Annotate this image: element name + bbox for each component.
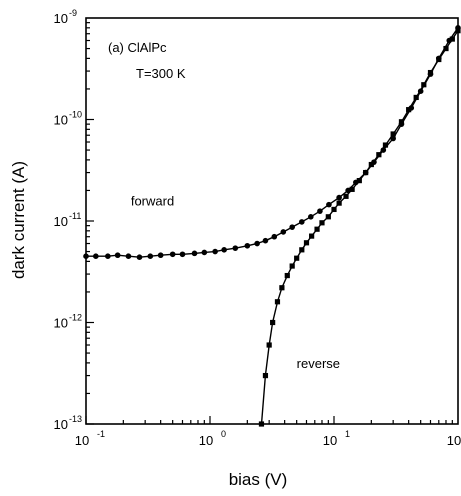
- data-point-reverse: [294, 255, 300, 261]
- series-line-reverse: [260, 30, 459, 425]
- data-point-reverse: [382, 142, 389, 148]
- data-point-forward: [93, 253, 99, 259]
- data-point-forward: [201, 249, 208, 256]
- data-point-reverse: [284, 272, 290, 279]
- data-point-reverse: [443, 45, 449, 52]
- series-line-forward: [86, 27, 459, 258]
- data-point-reverse: [349, 186, 355, 192]
- x-tick-label: 10: [75, 433, 89, 448]
- data-point-reverse: [299, 247, 305, 253]
- data-point-reverse: [413, 94, 419, 101]
- data-point-reverse: [258, 421, 265, 427]
- x-tick-label: 10: [447, 433, 461, 448]
- data-point-forward: [262, 237, 269, 244]
- data-point-reverse: [274, 299, 281, 305]
- data-point-reverse: [266, 342, 272, 348]
- axis-ticks: [85, 22, 453, 425]
- data-point-reverse: [427, 69, 434, 76]
- data-point-reverse: [449, 36, 455, 42]
- annotation-sample: (a) ClAlPc: [108, 40, 167, 55]
- data-point-reverse: [314, 226, 320, 232]
- data-point-forward: [336, 194, 342, 201]
- data-point-forward: [105, 253, 111, 259]
- data-point-forward: [83, 253, 89, 259]
- data-point-reverse: [363, 169, 369, 176]
- series-label-reverse: reverse: [297, 356, 340, 371]
- data-point-reverse: [262, 372, 269, 379]
- data-point-forward: [191, 250, 198, 257]
- data-point-reverse: [331, 206, 337, 213]
- series-layer: [83, 25, 461, 427]
- data-point-forward: [232, 245, 239, 251]
- data-point-reverse: [325, 214, 331, 220]
- data-point-reverse: [343, 193, 349, 199]
- data-point-forward: [114, 252, 121, 259]
- data-point-reverse: [270, 319, 276, 326]
- data-point-reverse: [421, 82, 427, 88]
- y-tick-label: 10: [54, 417, 68, 432]
- y-tick-label-exponent: -9: [69, 8, 77, 18]
- y-tick-label-exponent: -11: [69, 211, 81, 221]
- x-tick-label-exponent: 0: [221, 429, 226, 439]
- data-point-reverse: [289, 263, 295, 269]
- y-tick-label-exponent: -12: [69, 313, 82, 323]
- x-tick-label: 10: [199, 433, 213, 448]
- data-point-forward: [317, 208, 323, 214]
- y-tick-label: 10: [54, 214, 68, 229]
- series-forward: [83, 25, 461, 260]
- data-point-reverse: [319, 220, 325, 226]
- data-point-reverse: [406, 107, 412, 113]
- data-point-reverse: [398, 119, 405, 125]
- x-tick-label: 10: [323, 433, 337, 448]
- annotation-temperature: T=300 K: [136, 66, 186, 81]
- y-axis-title: dark current (A): [9, 161, 28, 279]
- data-point-forward: [326, 201, 332, 208]
- data-point-forward: [179, 251, 186, 258]
- data-point-reverse: [436, 56, 442, 63]
- series-reverse: [258, 28, 461, 427]
- y-tick-label: 10: [54, 113, 68, 128]
- data-point-reverse: [336, 200, 342, 206]
- data-point-reverse: [279, 285, 285, 291]
- data-point-reverse: [390, 131, 396, 137]
- data-point-reverse: [303, 240, 310, 246]
- y-tick-label: 10: [54, 316, 68, 331]
- data-point-forward: [271, 233, 278, 240]
- y-tick-label: 10: [54, 11, 68, 26]
- data-point-reverse: [455, 28, 461, 34]
- y-tick-label-exponent: -10: [69, 110, 82, 120]
- x-tick-label-exponent: -1: [97, 429, 105, 439]
- data-point-forward: [147, 253, 154, 259]
- data-point-forward: [254, 240, 260, 247]
- data-point-forward: [212, 248, 218, 255]
- series-label-forward: forward: [131, 193, 174, 208]
- data-point-reverse: [309, 233, 315, 239]
- data-point-forward: [289, 224, 295, 230]
- data-point-forward: [169, 251, 176, 258]
- data-point-forward: [221, 247, 227, 253]
- x-tick-label-exponent: 1: [345, 429, 350, 439]
- data-point-forward: [280, 229, 287, 235]
- data-point-forward: [125, 253, 132, 259]
- data-point-reverse: [376, 152, 382, 158]
- data-point-forward: [157, 252, 164, 259]
- data-point-forward: [136, 254, 143, 260]
- data-point-reverse: [356, 178, 362, 184]
- data-point-forward: [244, 242, 251, 249]
- y-tick-label-exponent: -13: [69, 414, 82, 424]
- x-axis-title: bias (V): [229, 470, 288, 489]
- data-point-reverse: [368, 161, 374, 168]
- data-point-forward: [299, 219, 305, 225]
- data-point-forward: [308, 213, 314, 220]
